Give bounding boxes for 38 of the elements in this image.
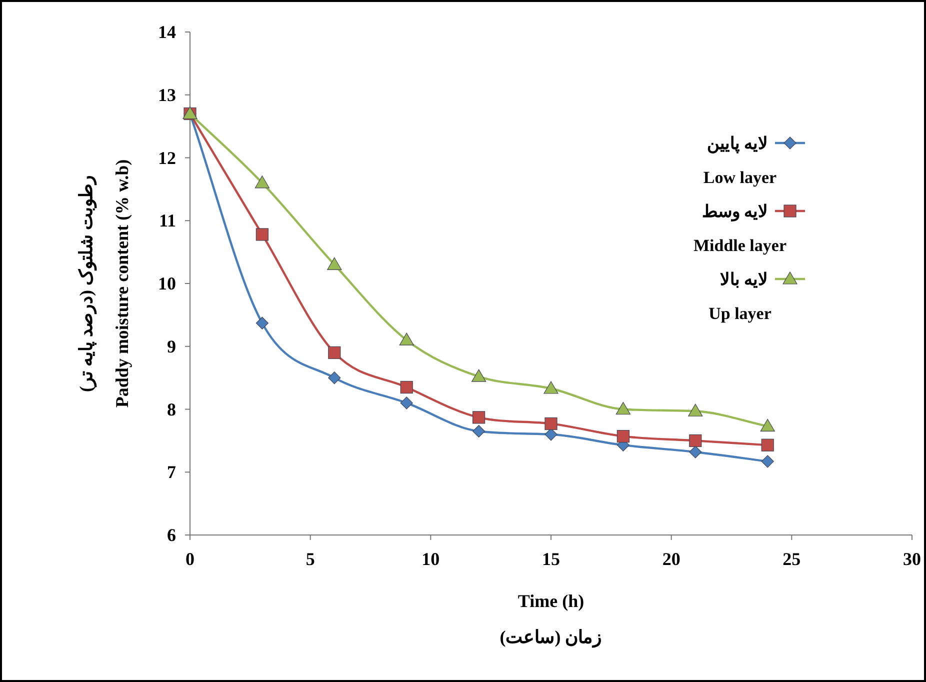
y-tick-label: 14 [158, 22, 176, 42]
y-tick-label: 12 [158, 148, 176, 168]
point [544, 381, 558, 394]
point [688, 404, 703, 416]
y-tick-label: 9 [167, 336, 176, 356]
point [328, 372, 341, 384]
y-tick-label: 13 [158, 84, 176, 105]
y-tick-label: 11 [158, 210, 176, 231]
y-tick-label: 6 [167, 525, 176, 545]
point [256, 228, 268, 241]
point [328, 346, 341, 359]
point [616, 430, 630, 443]
x-tick-label: 20 [662, 549, 680, 569]
x-tick-label: 0 [186, 549, 194, 569]
point [254, 176, 270, 188]
y-tick-label: 10 [158, 274, 176, 294]
point [472, 424, 486, 438]
y-tick-label: 7 [167, 462, 176, 482]
x-tick-label: 10 [422, 549, 440, 569]
x-tick-label: 5 [306, 549, 315, 569]
point [472, 369, 486, 382]
y-tick-label: 8 [167, 399, 176, 420]
point [400, 396, 413, 410]
point [400, 380, 413, 394]
point [761, 455, 774, 468]
point [472, 411, 486, 424]
point [544, 417, 558, 430]
point [689, 434, 702, 447]
x-tick-label: 15 [542, 549, 560, 569]
point [399, 332, 414, 346]
point [616, 402, 630, 415]
point [761, 438, 774, 452]
x-tick-label: 30 [903, 549, 921, 569]
point [256, 316, 268, 330]
x-tick-label: 25 [782, 549, 801, 569]
point [327, 257, 342, 270]
point [689, 446, 702, 458]
point [760, 418, 775, 432]
